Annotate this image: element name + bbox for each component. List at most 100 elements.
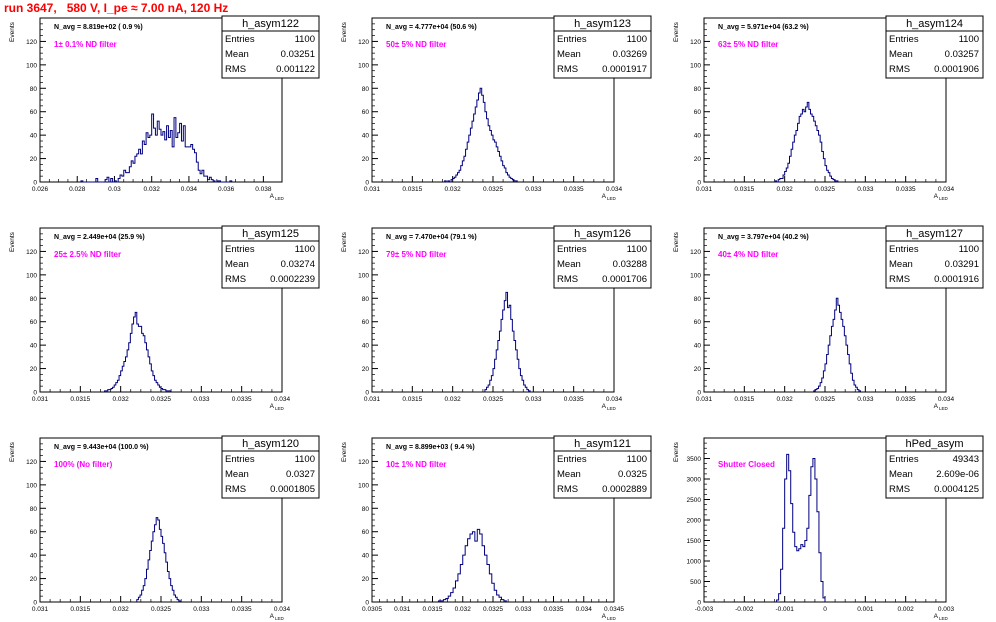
x-tick-label: 0.032 [113,396,130,403]
filter-note: 50± 5% ND filter [386,40,446,49]
histogram-line [813,297,861,392]
navg-label: N_avg = 7.470e+04 (79.1 %) [386,234,477,241]
x-tick-label: 0.031 [364,396,381,403]
x-tick-label: 0.032 [144,186,161,193]
stats-entries-label: Entries [557,244,587,255]
histogram-panel: 0 20 40 60 80 100 120 0.031 0.0315 0.032 0.0325 0.0… [9,435,320,621]
x-tick-label: 0.031 [696,396,713,403]
y-tick-label: 40 [362,343,370,350]
stats-mean-label: Mean [557,469,581,480]
stats-rms-label: RMS [225,484,246,495]
x-tick-label: 0.033 [515,606,532,613]
x-axis-title-sub: LED [607,616,617,621]
x-axis-title: A [602,403,607,410]
stats-entries-value: 1100 [627,244,647,255]
x-tick-label: 0.034 [274,606,291,613]
y-axis-title: Events [673,231,680,252]
stats-entries-value: 1100 [295,454,315,465]
stats-mean-value: 0.03274 [281,259,315,270]
x-tick-label: 0.0315 [402,186,422,193]
y-tick-label: 20 [30,366,38,373]
stats-box [221,435,320,499]
navg-label: N_avg = 8.819e+02 ( 0.9 %) [54,24,143,31]
y-tick-label: 100 [690,272,701,279]
navg-label: N_avg = 8.899e+03 ( 9.4 %) [386,444,475,451]
histogram-line [444,87,518,183]
histogram-panel: 0 20 40 60 80 100 120 0.031 0.0315 0.032 0.0325 0.0… [9,225,320,411]
x-axis-title: A [602,193,607,200]
stats-title: hPed_asym [905,438,963,450]
stats-entries-label: Entries [889,34,919,45]
filter-note: 25± 2.5% ND filter [54,250,121,259]
stats-box [553,15,652,79]
stats-mean-value: 0.0327 [286,469,315,480]
y-axis-title: Events [341,441,348,462]
stats-entries-label: Entries [225,454,255,465]
x-tick-label: 0.032 [455,606,472,613]
y-tick-label: 2000 [687,518,702,525]
stats-rms-value: 0.0001917 [602,64,647,75]
stats-title: h_asym121 [574,438,631,450]
x-tick-label: 0.0335 [564,186,584,193]
y-tick-label: 0 [33,180,37,187]
x-tick-label: 0.032 [777,396,794,403]
stats-entries-label: Entries [225,34,255,45]
stats-mean-label: Mean [225,259,249,270]
y-tick-label: 20 [30,156,38,163]
stats-rms-label: RMS [225,274,246,285]
filter-note: 100% (No filter) [54,460,113,469]
x-tick-label: 0.03 [108,186,121,193]
x-tick-label: 0.0305 [362,606,382,613]
stats-title: h_asym124 [906,18,963,30]
x-tick-label: 0.033 [857,396,874,403]
stats-rms-label: RMS [557,274,578,285]
stats-rms-label: RMS [557,64,578,75]
histogram-line [484,291,531,392]
y-tick-label: 1500 [687,538,702,545]
y-tick-label: 500 [690,579,701,586]
y-tick-label: 80 [362,296,370,303]
x-tick-label: 0.0325 [815,396,835,403]
x-tick-label: 0.0325 [815,186,835,193]
y-tick-label: 0 [33,390,37,397]
y-tick-label: 100 [26,272,37,279]
navg-label: N_avg = 5.971e+04 (63.2 %) [718,24,809,31]
histogram-panel: 0 20 40 60 80 100 120 0.031 0.0315 0.032 0.0325 0.0… [673,225,984,411]
y-tick-label: 40 [694,343,702,350]
y-tick-label: 120 [358,39,369,46]
x-axis-title-sub: LED [939,406,949,411]
y-tick-label: 60 [362,109,370,116]
y-tick-label: 100 [26,62,37,69]
x-tick-label: 0.0325 [483,396,503,403]
stats-mean-label: Mean [557,259,581,270]
histogram-panel: 0 20 40 60 80 100 120 0.026 0.028 0.03 0.032 0.034 0… [9,15,320,201]
x-tick-label: 0.032 [445,396,462,403]
stats-rms-value: 0.0001916 [934,274,979,285]
x-tick-label: 0.003 [938,606,955,613]
x-axis-title-sub: LED [275,616,285,621]
y-tick-label: 2500 [687,497,702,504]
stats-box [221,15,320,79]
stats-mean-value: 0.03257 [945,49,979,60]
x-tick-label: 0.0325 [483,186,503,193]
stats-rms-label: RMS [889,64,910,75]
stats-entries-value: 1100 [959,244,979,255]
run-title: run 3647, 580 V, I_pe ≈ 7.00 nA, 120 Hz [4,1,229,15]
stats-mean-label: Mean [889,259,913,270]
stats-mean-label: Mean [889,469,913,480]
y-tick-label: 120 [690,249,701,256]
x-tick-label: 0.034 [606,186,623,193]
filter-note: 10± 1% ND filter [386,460,446,469]
y-tick-label: 80 [694,296,702,303]
stats-rms-label: RMS [889,484,910,495]
y-tick-label: 0 [697,180,701,187]
x-axis-title: A [934,403,939,410]
navg-label: N_avg = 3.797e+04 (40.2 %) [718,234,809,241]
histogram-line [136,517,181,602]
navg-label: N_avg = 2.449e+04 (25.9 %) [54,234,145,241]
y-tick-label: 80 [30,506,38,513]
stats-mean-value: 0.03251 [281,49,315,60]
x-axis-title: A [602,613,607,620]
x-tick-label: 0.0335 [896,396,916,403]
stats-title: h_asym120 [242,438,299,450]
